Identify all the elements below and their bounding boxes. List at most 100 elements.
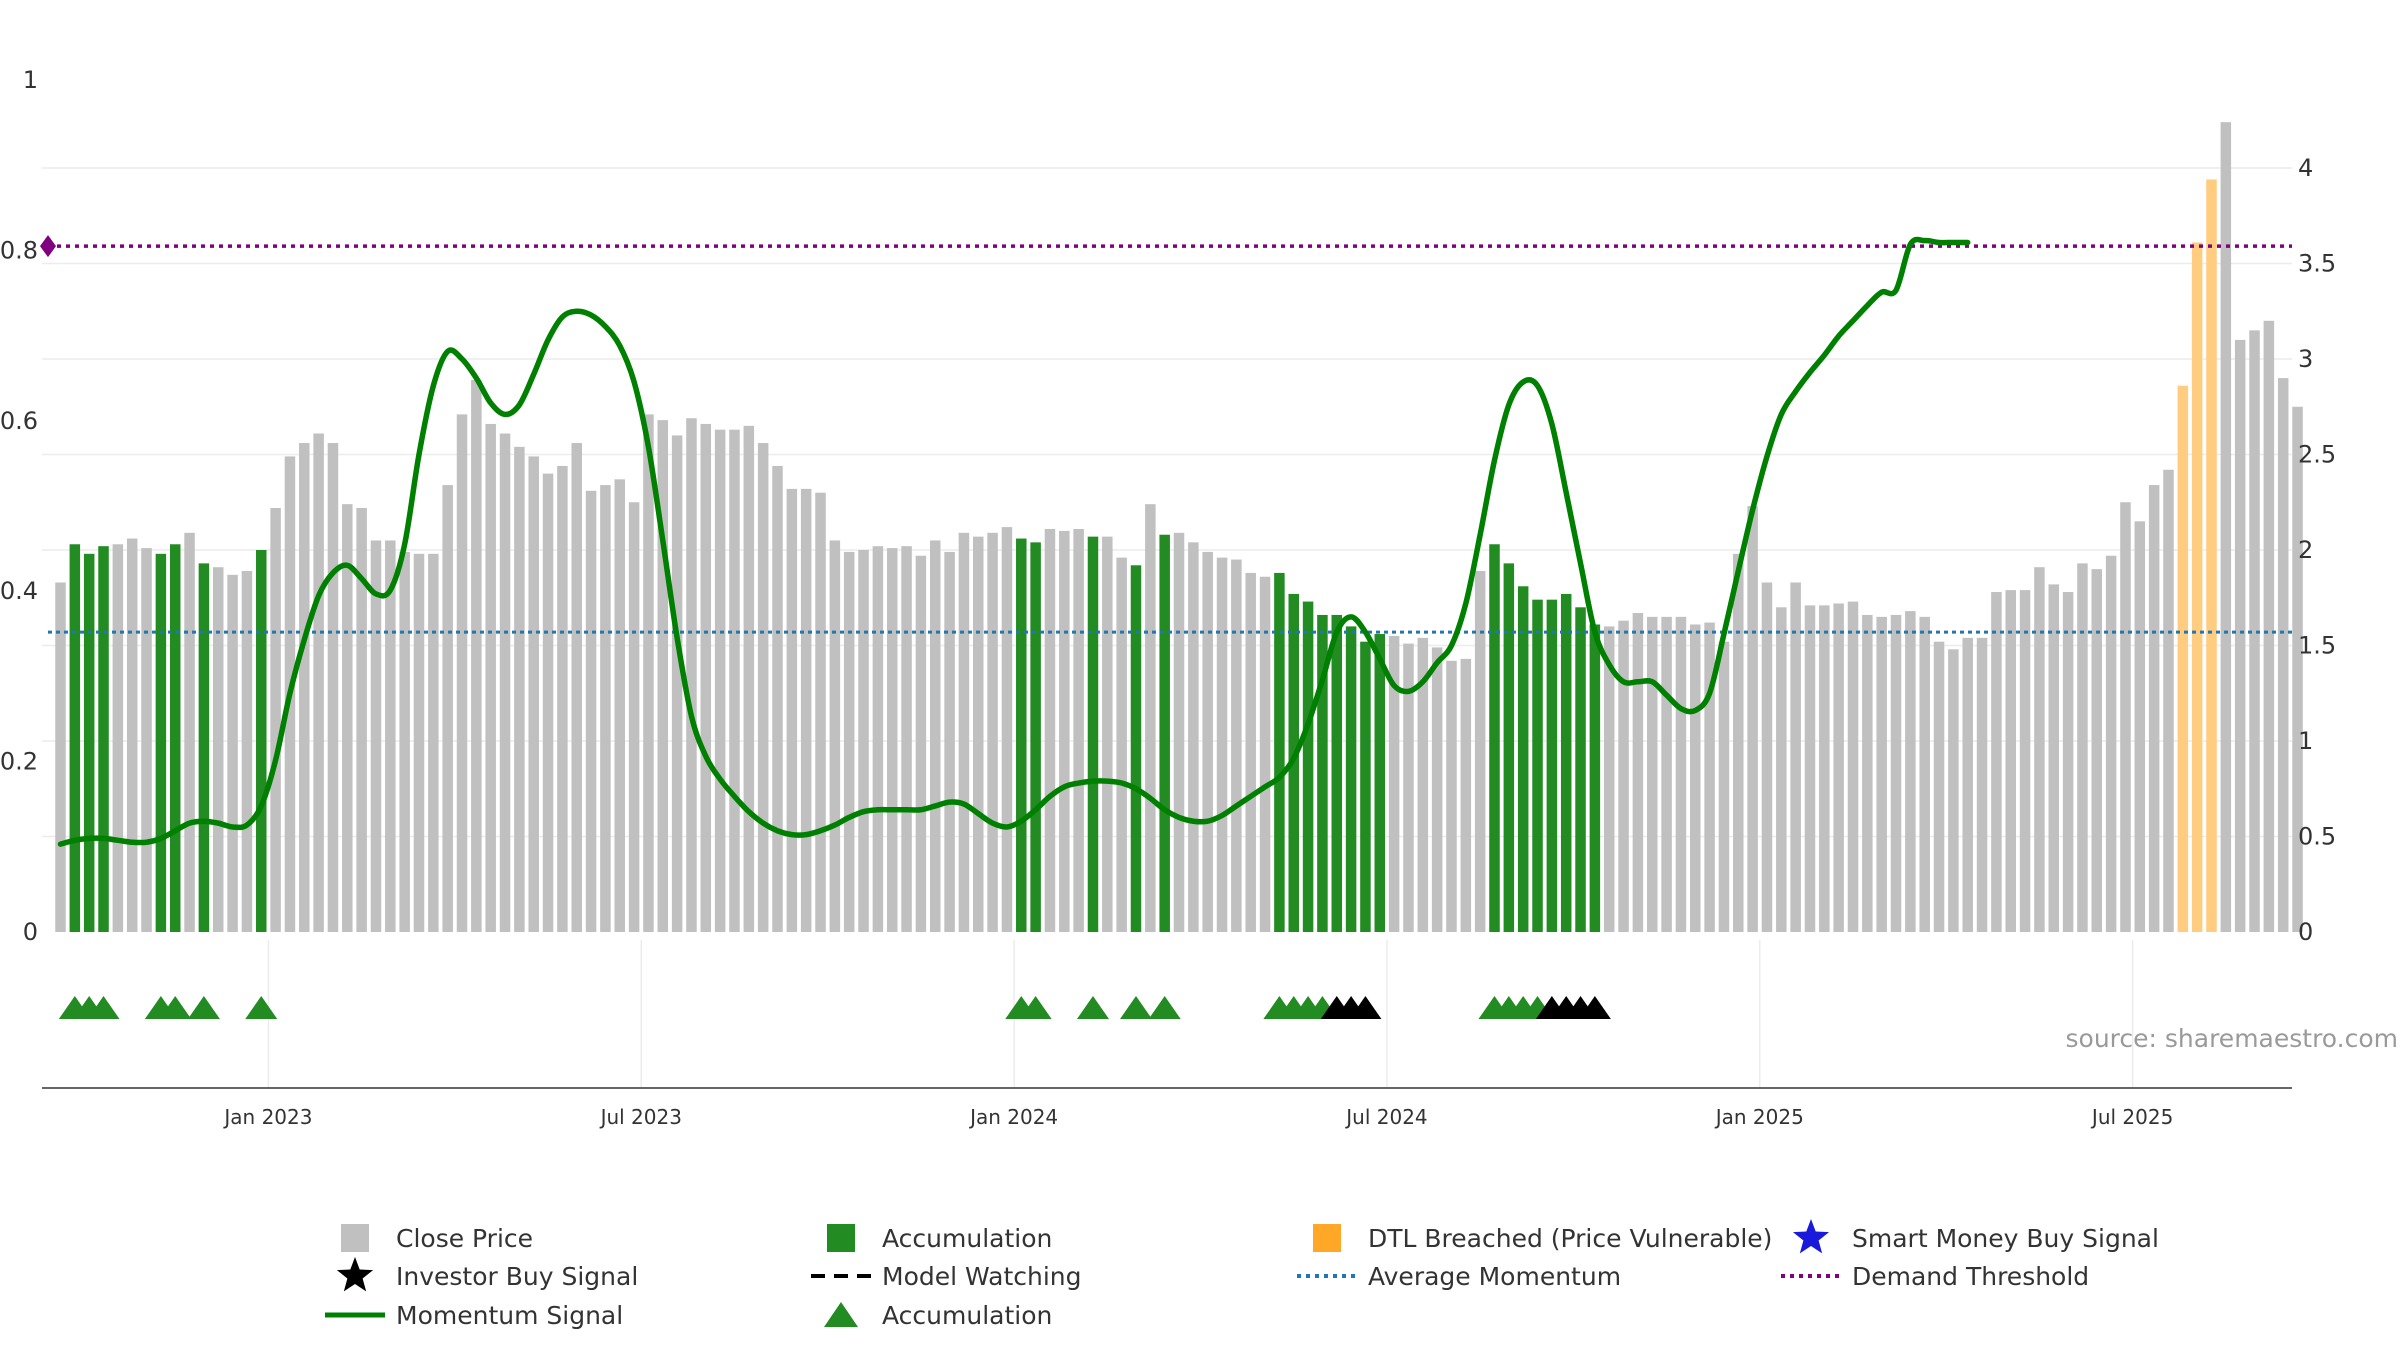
price-bar <box>1345 626 1357 932</box>
x-tick-label: Jul 2023 <box>599 1105 682 1129</box>
legend-label: Accumulation <box>882 1224 1052 1253</box>
price-bar <box>786 488 798 932</box>
legend-label: DTL Breached (Price Vulnerable) <box>1368 1224 1772 1253</box>
x-tick-label: Jul 2025 <box>2090 1105 2173 1129</box>
accumulation-triangle <box>187 996 220 1019</box>
price-bar <box>1087 536 1099 932</box>
price-bar <box>227 574 238 932</box>
legend-label: Model Watching <box>882 1262 1082 1291</box>
price-bar <box>1933 641 1945 932</box>
price-bar <box>1044 528 1056 932</box>
price-bar <box>1388 635 1400 932</box>
price-bar <box>571 443 582 932</box>
price-bar <box>399 551 410 932</box>
price-bar <box>2163 469 2174 932</box>
legend-item: Demand Threshold <box>1781 1262 2089 1291</box>
price-bar <box>1646 616 1658 932</box>
price-bar <box>829 540 841 932</box>
price-bar <box>643 414 654 932</box>
price-bar <box>270 507 281 932</box>
price-bar <box>1661 616 1672 932</box>
left-tick-label: 0.8 <box>0 236 38 264</box>
right-tick-label: 3.5 <box>2298 250 2336 278</box>
accumulation-triangle <box>1120 996 1152 1019</box>
accumulation-triangle <box>87 996 120 1019</box>
price-bar <box>944 551 955 932</box>
legend-item: Smart Money Buy Signal <box>1792 1219 2159 1254</box>
x-tick-label: Jan 2025 <box>1714 1105 1804 1129</box>
price-bar <box>2048 584 2060 932</box>
price-bar <box>2034 567 2045 932</box>
investor-triangle <box>1349 996 1382 1019</box>
price-bar <box>1532 599 1543 932</box>
price-bar <box>1059 530 1070 932</box>
price-bar <box>973 536 984 932</box>
price-bar <box>1747 506 1758 932</box>
legend-star-icon <box>336 1257 374 1292</box>
price-bar <box>614 479 626 932</box>
right-tick-label: 4 <box>2298 154 2313 182</box>
price-bar <box>1130 565 1142 932</box>
price-bar <box>1245 572 1256 932</box>
price-bar <box>256 550 267 932</box>
price-bar <box>671 435 683 932</box>
accumulation-triangle <box>1076 996 1109 1019</box>
price-bar <box>485 423 496 932</box>
price-bar <box>1331 614 1343 932</box>
price-bar <box>83 553 95 932</box>
left-tick-label: 1 <box>23 66 38 94</box>
price-bar <box>2019 590 2031 932</box>
legend-item: Investor Buy Signal <box>336 1257 638 1292</box>
legend-item: DTL Breached (Price Vulnerable) <box>1313 1224 1772 1253</box>
price-bar <box>1001 527 1013 932</box>
price-bar <box>557 465 568 932</box>
price-bar <box>1862 614 1873 932</box>
price-bar <box>585 490 597 932</box>
price-bar <box>385 540 396 932</box>
price-bar <box>729 429 740 932</box>
price-bar <box>2148 485 2160 932</box>
legend-triangle-icon <box>824 1302 858 1327</box>
price-bar <box>843 551 855 932</box>
price-bar <box>112 544 124 932</box>
price-bar <box>1317 614 1328 932</box>
price-bar <box>2062 592 2074 932</box>
right-tick-label: 2 <box>2298 536 2313 564</box>
price-bar <box>1819 605 1830 932</box>
price-bar <box>1905 611 1916 932</box>
legend-item: Average Momentum <box>1297 1262 1621 1291</box>
price-bar <box>1489 544 1500 932</box>
price-bar <box>1876 616 1887 932</box>
price-bar <box>1575 607 1586 932</box>
price-bar <box>1431 647 1443 932</box>
price-bar <box>69 544 81 932</box>
price-bar <box>1733 553 1744 932</box>
price-bar <box>1718 641 1730 932</box>
price-bar <box>1546 599 1558 932</box>
price-bar <box>657 420 669 932</box>
price-bar <box>456 414 468 932</box>
price-bar <box>1761 582 1773 932</box>
price-bar <box>241 571 253 932</box>
price-bar <box>1188 542 1199 932</box>
price-bar <box>1790 582 1801 932</box>
price-bar <box>772 465 783 932</box>
price-bar <box>499 433 511 932</box>
price-bar <box>1446 660 1457 932</box>
signal-strip <box>58 996 1611 1019</box>
price-bar <box>2263 320 2275 932</box>
legend-label: Accumulation <box>882 1301 1052 1330</box>
left-tick-label: 0.4 <box>0 577 38 605</box>
price-bar <box>1690 624 1701 932</box>
price-bar <box>1016 538 1027 932</box>
price-bar <box>313 433 324 932</box>
price-bar <box>1374 634 1386 932</box>
price-bar <box>815 492 826 932</box>
price-bar <box>686 418 697 933</box>
price-bar <box>1704 622 1715 932</box>
price-bar <box>299 443 310 932</box>
source-label: source: sharemaestro.com <box>2066 1024 2399 1053</box>
price-bar <box>714 429 726 932</box>
price-bar <box>2249 330 2260 933</box>
